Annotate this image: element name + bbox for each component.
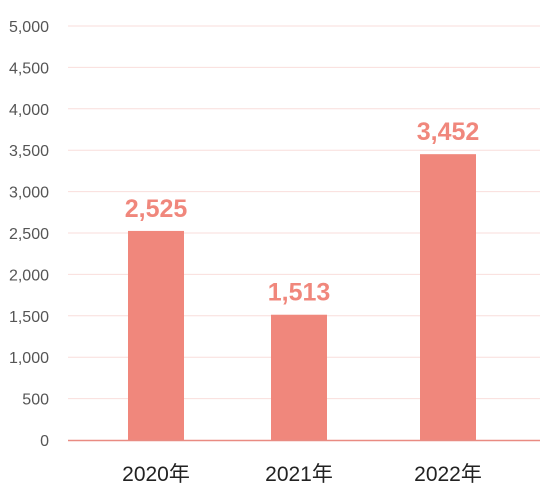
y-tick-label: 4,500 bbox=[9, 60, 49, 77]
x-axis-tick-labels: 2020年 2021年 2022年 bbox=[122, 463, 482, 486]
y-tick-label: 1,000 bbox=[9, 350, 49, 367]
y-tick-label: 1,500 bbox=[9, 309, 49, 326]
bars bbox=[128, 154, 476, 441]
y-tick-label: 4,000 bbox=[9, 102, 49, 119]
y-tick-label: 500 bbox=[22, 392, 49, 409]
x-tick-label: 2021年 bbox=[265, 463, 333, 486]
y-tick-label: 2,000 bbox=[9, 267, 49, 284]
bar bbox=[271, 314, 327, 440]
y-axis-tick-labels: 0 500 1,000 1,500 2,000 2,500 3,000 3,500 4,000 4… bbox=[9, 19, 49, 450]
data-label: 2,525 bbox=[125, 195, 188, 223]
y-tick-label: 5,000 bbox=[9, 19, 49, 36]
x-tick-label: 2022年 bbox=[414, 463, 482, 486]
data-label: 3,452 bbox=[417, 118, 480, 146]
y-tick-label: 0 bbox=[40, 433, 49, 450]
y-tick-label: 2,500 bbox=[9, 226, 49, 243]
data-label: 1,513 bbox=[268, 279, 331, 307]
x-tick-label: 2020年 bbox=[122, 463, 190, 486]
bar bbox=[128, 230, 184, 440]
y-tick-label: 3,000 bbox=[9, 185, 49, 202]
y-tick-label: 3,500 bbox=[9, 143, 49, 160]
bar bbox=[420, 154, 476, 441]
data-labels: 2,525 1,513 3,452 bbox=[125, 118, 480, 307]
